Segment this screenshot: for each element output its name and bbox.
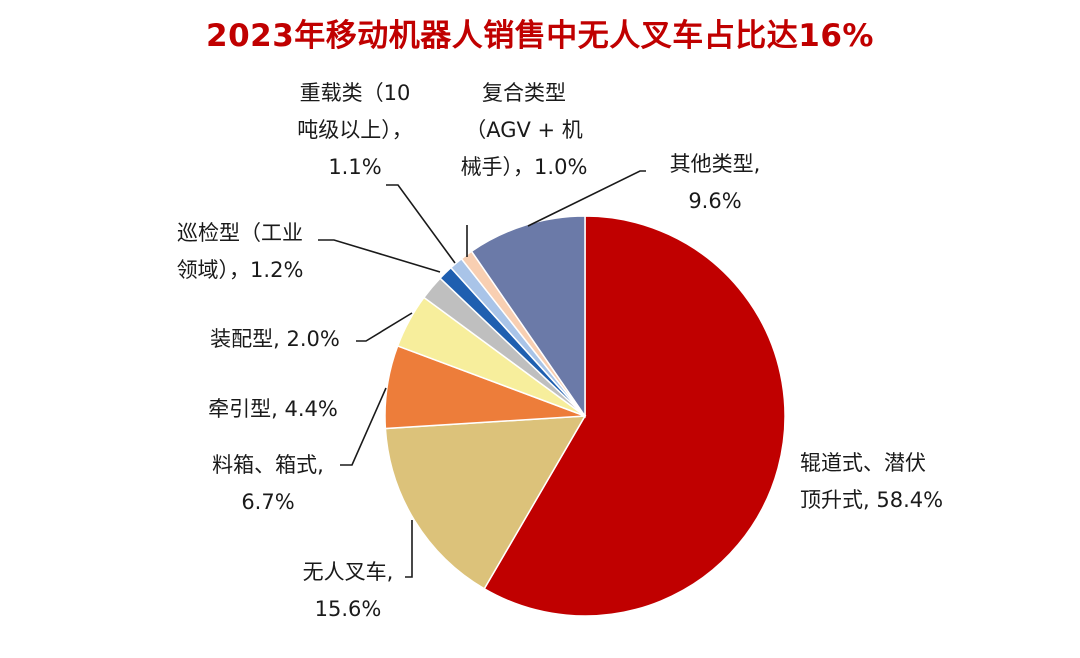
slice-label-line: （AGV + 机 [465, 118, 583, 142]
slice-label: 牵引型, 4.4% [208, 397, 338, 421]
slice-label-line: 15.6% [315, 597, 382, 621]
leader-line [386, 184, 456, 264]
leader-line [340, 387, 387, 466]
slice-label-line: 其他类型, [670, 152, 761, 176]
slice-label: 装配型, 2.0% [210, 327, 340, 351]
slice-label-line: 料箱、箱式, [212, 453, 324, 477]
pie-slice [483, 215, 786, 617]
slice-label-line: 牵引型, 4.4% [208, 397, 338, 421]
slice-label-line: 1.1% [328, 155, 381, 179]
slice-label-line: 9.6% [688, 189, 741, 213]
slice-label: 辊道式、潜伏顶升式, 58.4% [800, 451, 943, 512]
leader-line [405, 520, 413, 578]
slice-label-line: 巡检型（工业 [177, 221, 303, 245]
slice-label: 料箱、箱式, 6.7% [212, 453, 324, 514]
slice-label: 巡检型（工业领域），1.2% [177, 221, 304, 282]
leader-line [356, 312, 413, 342]
slice-label-line: 械手），1.0% [461, 155, 588, 179]
slice-label-line: 6.7% [241, 490, 294, 514]
leader-line [527, 170, 646, 227]
slice-label-line: 领域），1.2% [177, 258, 304, 282]
page-title: 2023年移动机器人销售中无人叉车占比达16% [206, 18, 874, 54]
pie-slices [384, 215, 786, 617]
pie-slice [470, 215, 586, 419]
slice-label-line: 吨级以上）， [297, 118, 413, 142]
slice-label: 复合类型 （AGV + 机械手），1.0% [461, 81, 588, 179]
pie-slice [384, 415, 587, 590]
slice-label-line: 辊道式、潜伏 [800, 451, 926, 475]
slice-label-line: 无人叉车, [303, 560, 394, 584]
slice-label-line: 复合类型 [482, 81, 566, 105]
slice-label-line: 装配型, 2.0% [210, 327, 340, 351]
slice-label: 无人叉车, 15.6% [303, 560, 394, 621]
slice-label: 重载类（10 吨级以上）， 1.1% [297, 81, 413, 179]
slice-label-line: 顶升式, 58.4% [800, 488, 943, 512]
leader-lines [318, 170, 646, 578]
slice-labels: 辊道式、潜伏顶升式, 58.4% 无人叉车, 15.6% 料箱、箱式, 6.7% 牵引型,… [177, 81, 943, 621]
slice-label: 其他类型, 9.6% [670, 152, 761, 213]
leader-line [318, 239, 441, 273]
slice-label-line: 重载类（10 [300, 81, 411, 105]
